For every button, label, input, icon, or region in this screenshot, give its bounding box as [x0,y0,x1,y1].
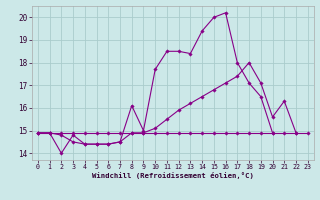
X-axis label: Windchill (Refroidissement éolien,°C): Windchill (Refroidissement éolien,°C) [92,172,254,179]
